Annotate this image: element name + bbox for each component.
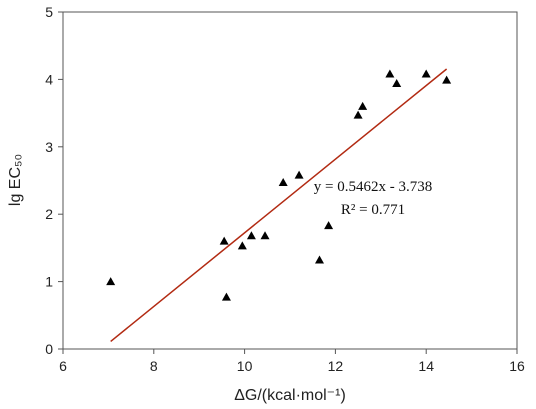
x-tick-label: 16 [509,358,525,374]
x-axis-ticks: 6 8 10 12 14 16 [59,349,525,374]
x-axis-label: ΔG/(kcal·mol⁻¹) [234,387,346,404]
y-axis-ticks: 0 1 2 3 4 5 [45,4,63,357]
data-point [294,170,304,179]
data-point [385,69,395,78]
data-point [442,75,452,84]
y-axis-label: lg EC₅₀ [7,154,24,206]
x-tick-label: 14 [418,358,434,374]
data-point [353,110,363,119]
x-tick-label: 12 [328,358,344,374]
y-tick-label: 3 [45,139,53,155]
plot-area [62,11,518,350]
x-tick-label: 6 [59,358,67,374]
data-point [278,178,288,187]
data-points [106,69,452,301]
x-tick-label: 10 [237,358,253,374]
trendline [110,68,448,342]
data-point [221,292,231,301]
y-tick-label: 5 [45,4,53,20]
data-point [315,255,325,264]
data-point [246,231,256,240]
data-point [392,78,402,87]
x-tick-label: 8 [150,358,158,374]
data-point [324,221,334,230]
data-point [219,236,229,245]
data-point [421,69,431,78]
y-tick-label: 0 [45,341,53,357]
data-point [260,231,270,240]
y-tick-label: 4 [45,71,53,87]
data-point [237,241,247,250]
data-point [358,101,368,110]
regression-equation: y = 0.5462x - 3.738 [314,179,432,195]
r-squared-label: R² = 0.771 [341,202,405,218]
y-tick-label: 2 [45,206,53,222]
y-tick-label: 1 [45,274,53,290]
data-point [106,277,116,286]
